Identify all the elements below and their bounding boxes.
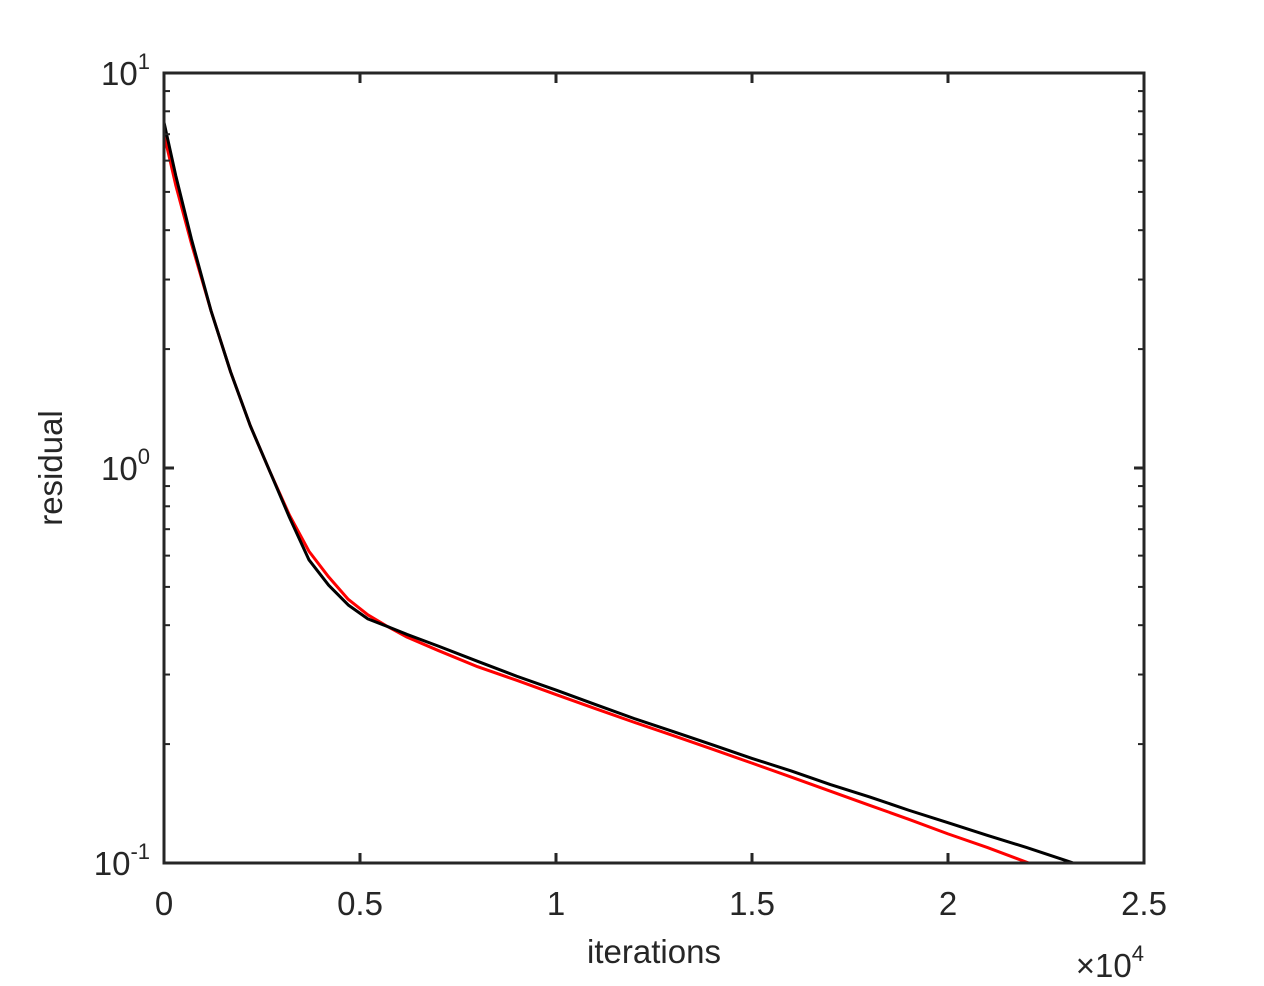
y-tick-label: 100 <box>101 444 150 487</box>
x-tick-label: 2.5 <box>1121 885 1167 922</box>
x-tick-label: 2 <box>939 885 957 922</box>
y-tick-label: 10-1 <box>94 839 150 882</box>
y-tick-label: 101 <box>101 49 150 92</box>
y-axis-label: residual <box>32 410 69 526</box>
y-tick-label-exponent: 1 <box>138 49 150 74</box>
x-multiplier-base: ×10 <box>1076 947 1132 984</box>
y-tick-label-base: 10 <box>101 450 138 487</box>
series-line-1 <box>164 120 1078 863</box>
y-tick-label-exponent: 0 <box>138 444 150 469</box>
series-layer <box>164 120 1078 863</box>
x-tick-label: 1.5 <box>729 885 775 922</box>
x-axis-multiplier: ×104 <box>1076 941 1144 984</box>
y-tick-label-base: 10 <box>94 845 131 882</box>
x-tick-label: 0 <box>155 885 173 922</box>
x-tick-label: 0.5 <box>337 885 383 922</box>
y-tick-label-exponent: -1 <box>130 839 150 864</box>
x-tick-label: 1 <box>547 885 565 922</box>
x-multiplier-exponent: 4 <box>1132 941 1144 966</box>
y-tick-label-base: 10 <box>101 55 138 92</box>
plot-area <box>164 73 1144 863</box>
x-axis-label: iterations <box>587 933 721 970</box>
plot-box <box>162 71 1146 865</box>
